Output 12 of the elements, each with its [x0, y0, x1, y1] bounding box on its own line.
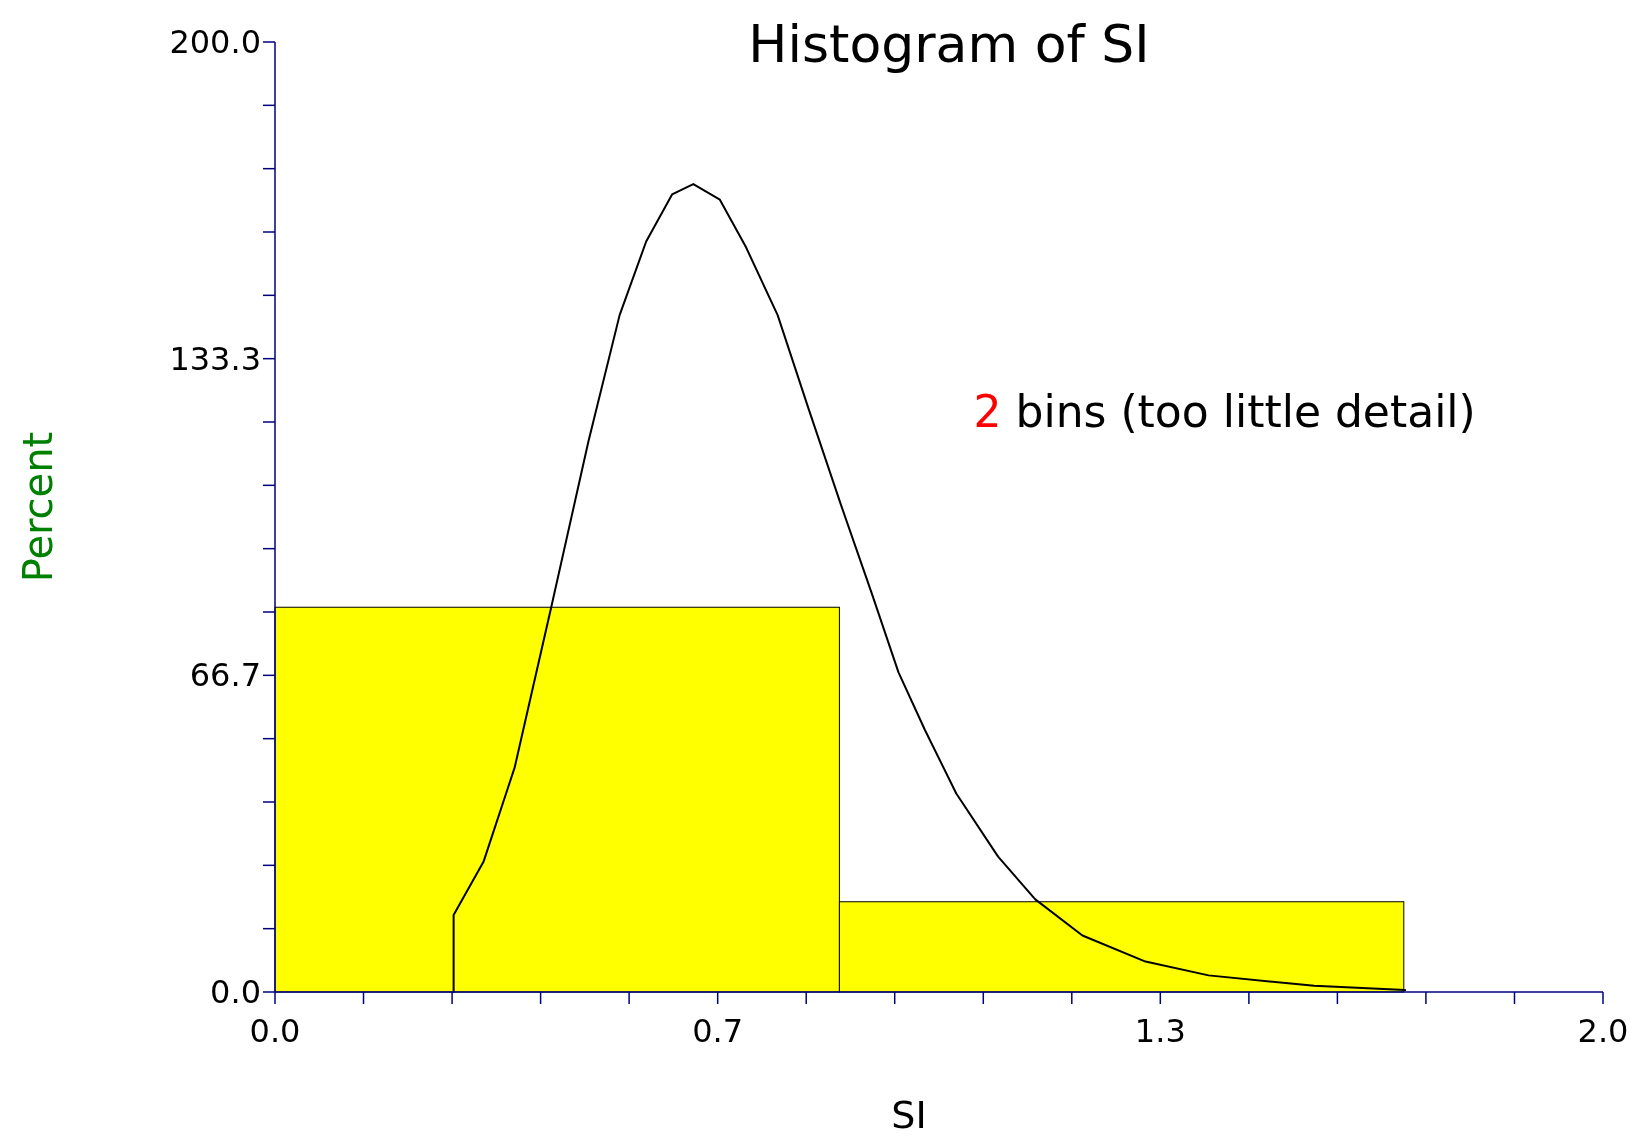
y-tick-label: 0.0: [210, 973, 261, 1011]
y-tick-label: 200.0: [169, 23, 261, 61]
y-axis-title: Percent: [15, 431, 61, 583]
y-tick-label: 133.3: [169, 339, 261, 378]
annotation: 2 bins (too little detail): [973, 385, 1476, 437]
x-tick-label: 0.0: [249, 1012, 301, 1050]
x-axis-title: SI: [891, 1093, 927, 1137]
y-tick-label: 66.7: [189, 656, 261, 695]
chart-title: Histogram of SI: [748, 14, 1150, 74]
x-tick-label: 1.3: [1134, 1012, 1186, 1050]
x-tick-label: 2.0: [1577, 1012, 1629, 1050]
x-tick-label: 0.7: [692, 1012, 744, 1050]
